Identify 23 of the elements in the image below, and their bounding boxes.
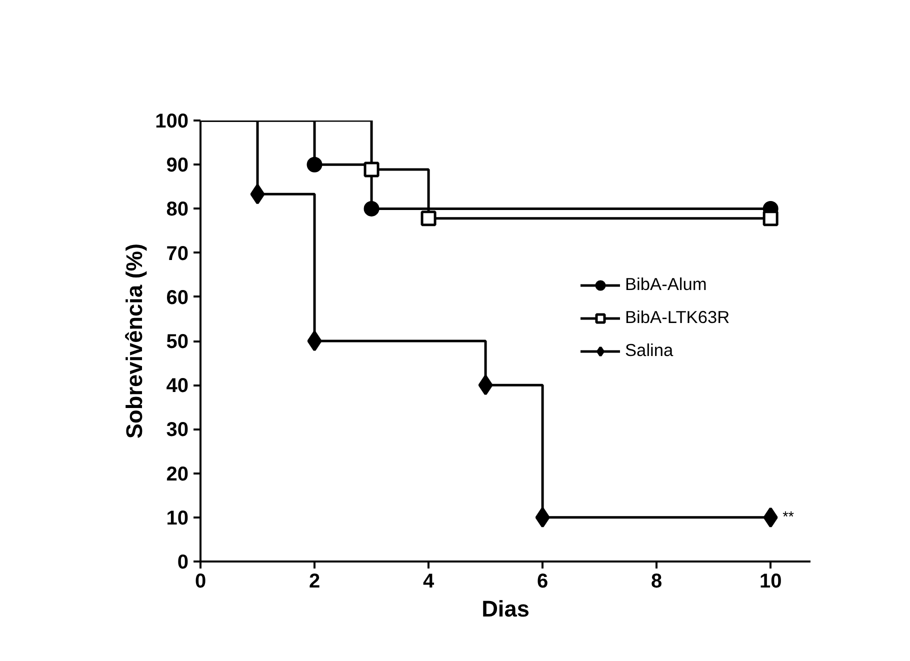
x-axis-title: Dias bbox=[482, 596, 530, 622]
y-tick-label: 60 bbox=[166, 286, 189, 309]
x-tick-label: 0 bbox=[194, 570, 206, 592]
y-tick-label: 10 bbox=[166, 507, 189, 530]
legend-label: BibA-LTK63R bbox=[625, 307, 730, 328]
y-tick-label: 100 bbox=[155, 110, 189, 132]
y-tick-label: 30 bbox=[166, 419, 189, 442]
y-tick-label: 70 bbox=[166, 242, 189, 265]
x-tick-label: 4 bbox=[422, 570, 435, 592]
legend-label: BibA-Alum bbox=[625, 274, 707, 295]
y-tick-label: 90 bbox=[166, 154, 189, 177]
y-tick-label: 40 bbox=[166, 375, 189, 398]
annotation: ** bbox=[782, 509, 794, 526]
y-axis-title: Sobrevivência (%) bbox=[121, 243, 148, 439]
x-tick-label: 6 bbox=[536, 570, 548, 592]
y-tick-label: 0 bbox=[177, 552, 188, 574]
x-tick-label: 2 bbox=[308, 570, 320, 592]
x-tick-label: 8 bbox=[651, 570, 662, 592]
y-tick-label: 80 bbox=[166, 198, 189, 221]
legend-label: Salina bbox=[625, 340, 674, 361]
y-tick-label: 20 bbox=[166, 463, 189, 486]
x-tick-label: 10 bbox=[759, 570, 782, 592]
y-tick-label: 50 bbox=[166, 331, 189, 353]
